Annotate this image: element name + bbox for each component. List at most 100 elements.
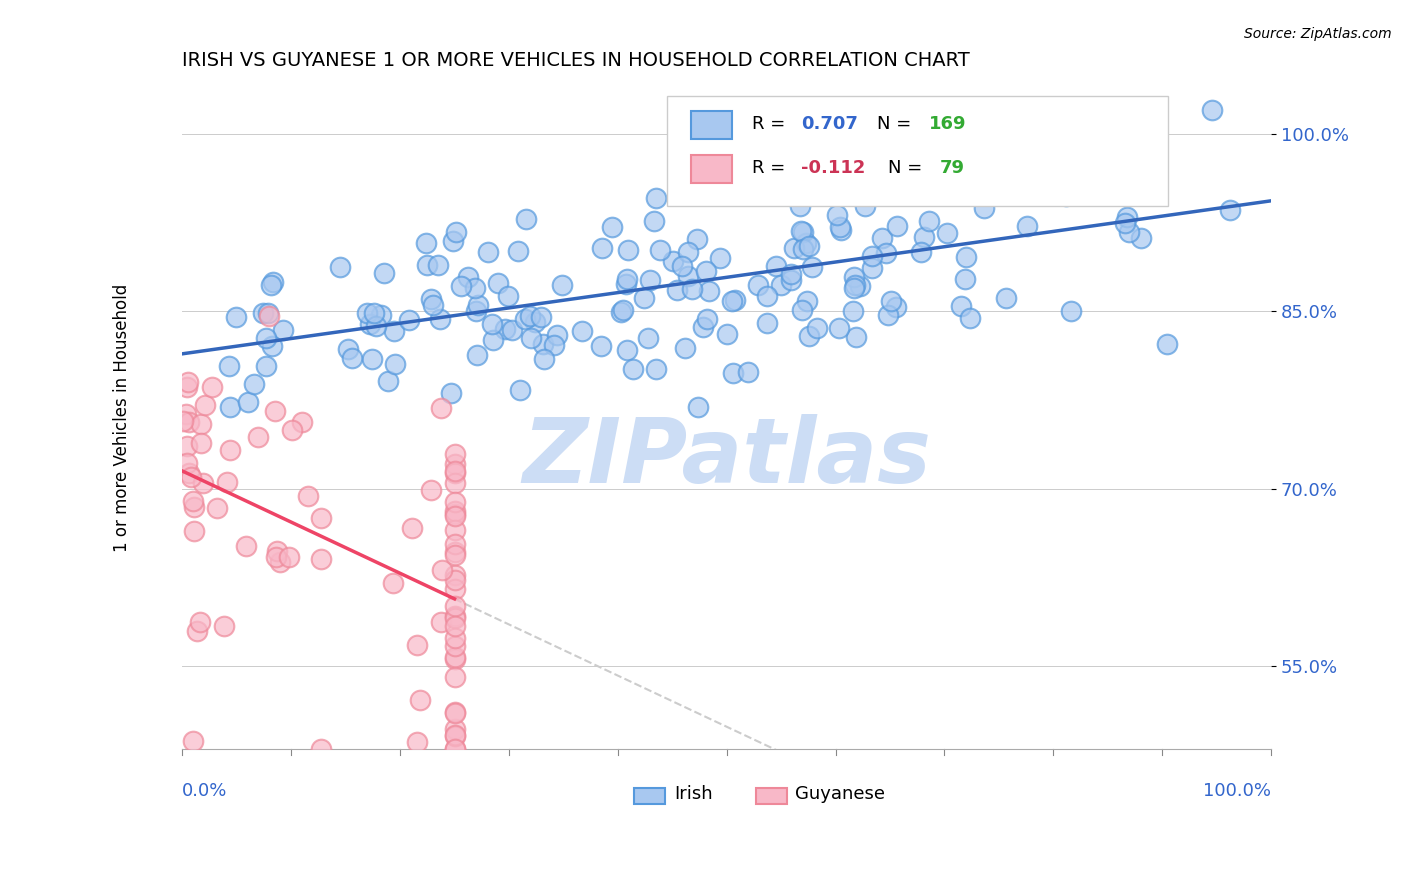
Point [235,540,257,554]
Point [494,322,516,336]
Point [382,324,405,338]
Point [401,521,423,535]
Point [443,619,465,633]
Point [467,298,489,312]
Point [406,638,429,652]
Point [443,631,465,645]
Point [509,383,531,397]
Text: Source: ZipAtlas.com: Source: ZipAtlas.com [1244,27,1392,41]
Point [464,281,486,295]
Point [443,507,465,521]
Point [264,404,287,418]
FancyBboxPatch shape [690,111,733,139]
Point [291,415,314,429]
Point [936,226,959,240]
Point [443,537,465,551]
Point [441,234,464,248]
Point [262,339,284,353]
Point [1060,304,1083,318]
Point [995,292,1018,306]
Point [879,293,901,308]
Point [688,401,710,415]
Text: 1 or more Vehicles in Household: 1 or more Vehicles in Household [114,284,132,552]
Point [225,310,247,324]
Point [422,298,444,312]
Point [1129,231,1152,245]
Point [443,495,465,509]
Point [794,235,817,250]
Point [443,610,465,624]
Point [443,705,465,719]
Point [443,670,465,684]
Point [429,615,451,629]
Point [1219,202,1241,217]
Point [806,321,828,335]
Point [845,330,868,344]
Point [176,380,198,394]
Point [1054,189,1077,203]
Point [1114,216,1136,230]
Text: 79: 79 [941,159,965,177]
Point [443,742,465,756]
Point [205,501,228,516]
Point [1119,167,1142,181]
Point [218,359,240,373]
Point [337,343,360,357]
Point [591,241,613,255]
Point [673,341,696,355]
Point [721,366,744,380]
Point [1116,210,1139,224]
Point [443,464,465,478]
Point [790,224,813,238]
Point [443,523,465,537]
Point [278,549,301,564]
Text: Guyanese: Guyanese [796,785,886,804]
Point [364,319,387,334]
Point [513,312,536,326]
Point [406,735,429,749]
Point [912,230,935,244]
Point [506,244,529,258]
Point [702,149,724,163]
Point [191,476,214,491]
Point [363,305,385,319]
Point [792,243,814,257]
Point [609,305,631,319]
Point [731,184,754,198]
Point [876,309,898,323]
Point [186,624,208,638]
Point [419,483,441,498]
Point [756,316,779,330]
Point [181,733,204,747]
Point [443,574,465,588]
Point [415,259,437,273]
Point [384,357,406,371]
Point [685,232,707,246]
Point [765,259,787,273]
Point [443,548,465,562]
Point [756,289,779,303]
Point [373,266,395,280]
Point [176,456,198,470]
Point [546,328,568,343]
Point [419,292,441,306]
Point [194,397,217,411]
Point [614,277,637,291]
Point [271,323,294,337]
Point [799,329,821,343]
Point [443,728,465,742]
Point [426,258,449,272]
Point [666,283,689,297]
Point [520,331,543,345]
Point [616,343,638,358]
Point [381,576,404,591]
Point [672,186,695,200]
Point [443,545,465,559]
Point [201,380,224,394]
Point [415,235,437,250]
Point [543,338,565,352]
Point [257,309,280,323]
Point [875,245,897,260]
Point [443,706,465,720]
Point [870,231,893,245]
